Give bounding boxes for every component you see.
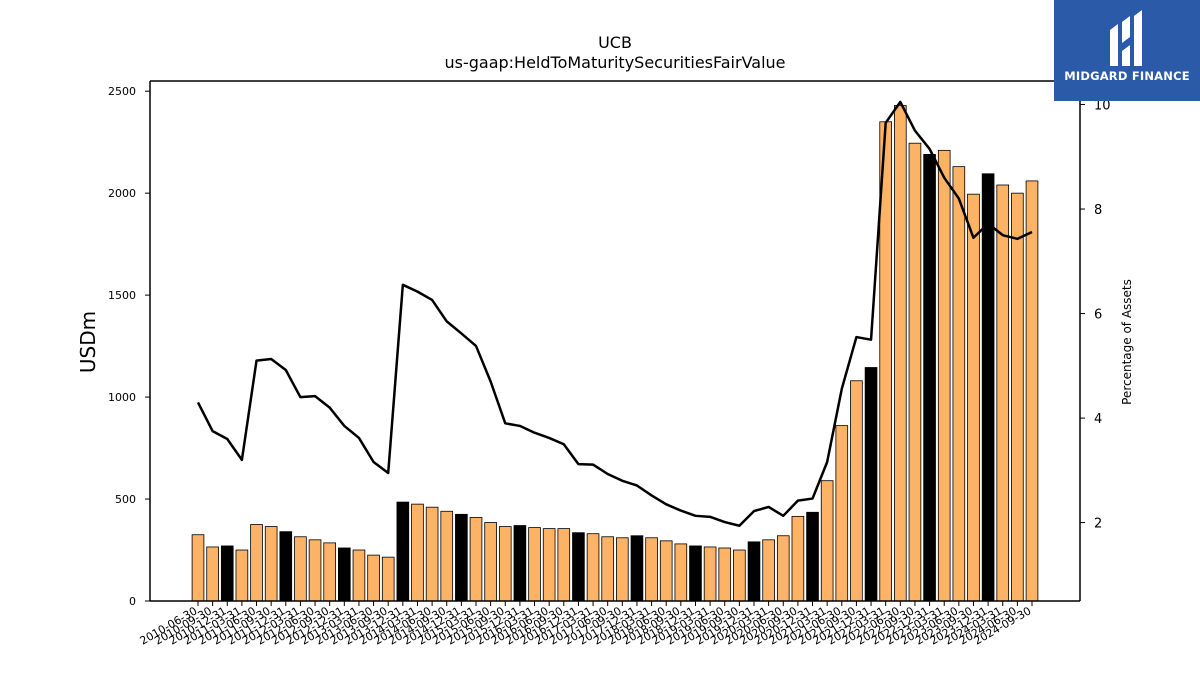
bar	[791, 515, 805, 602]
y-tick-label: 500	[115, 493, 136, 506]
bar	[981, 173, 995, 602]
bar	[294, 536, 307, 602]
bar	[440, 510, 454, 602]
bar	[952, 166, 966, 602]
axes-group	[149, 80, 1081, 602]
y2-tick-label: 6	[1094, 308, 1102, 323]
bar	[703, 546, 717, 602]
y-tick-label: 1000	[108, 391, 136, 404]
brand-logo: MIDGARD FINANCE	[1054, 0, 1200, 101]
bar	[542, 528, 556, 602]
bar	[894, 105, 907, 602]
bar	[557, 528, 571, 602]
bar	[455, 513, 468, 602]
bar	[381, 556, 395, 602]
bar	[572, 532, 585, 602]
bar	[279, 531, 293, 602]
bar	[528, 527, 541, 602]
bar	[484, 522, 497, 602]
bar	[396, 501, 410, 602]
chart-title: UCB	[598, 33, 632, 52]
bar	[762, 539, 775, 602]
bar	[601, 536, 614, 602]
bar	[367, 554, 380, 602]
bar	[733, 549, 746, 602]
x-ticks-group: 2010-06-302010-09-302010-12-312011-03-31…	[138, 601, 1034, 648]
bar	[820, 480, 834, 602]
y2-ticks-group: 2 4 6 8 10	[1080, 99, 1111, 532]
bar	[835, 425, 849, 602]
bar	[352, 549, 366, 602]
bar	[630, 535, 644, 602]
bar	[806, 511, 819, 602]
bar	[1025, 180, 1039, 602]
logo-mark-icon	[1110, 10, 1142, 66]
bar	[645, 537, 658, 602]
bar	[586, 533, 600, 602]
bar	[469, 516, 483, 602]
bars-group	[191, 105, 1039, 602]
y-ticks-group: 0 500 1000 1500 2000 2500	[108, 85, 150, 608]
bar	[513, 525, 527, 602]
bar	[250, 524, 263, 602]
line-group	[196, 100, 1033, 527]
bar	[996, 184, 1010, 602]
bar	[747, 541, 761, 602]
y2-tick-label: 2	[1094, 517, 1102, 532]
y2-tick-label: 8	[1094, 203, 1102, 218]
bar	[776, 535, 790, 602]
bar	[411, 503, 424, 602]
bar	[264, 526, 278, 602]
bar	[674, 543, 688, 602]
bar	[235, 549, 249, 602]
bar	[616, 537, 629, 602]
bar	[338, 547, 351, 602]
bar	[206, 546, 219, 602]
bar	[908, 142, 922, 602]
bar	[1011, 192, 1024, 602]
y-tick-label: 0	[129, 595, 136, 608]
bar	[425, 506, 439, 602]
y2-tick-label: 4	[1094, 412, 1102, 427]
y2-axis-label: Percentage of Assets	[1120, 279, 1134, 405]
bar	[923, 154, 936, 602]
y-tick-label: 1500	[108, 289, 136, 302]
bar	[498, 526, 512, 602]
series-line-percentage-of-assets	[196, 100, 1033, 527]
y-tick-label: 2500	[108, 85, 136, 98]
bar	[718, 547, 732, 602]
bar	[191, 534, 205, 602]
bar	[937, 149, 951, 602]
y-axis-label: USDm	[76, 311, 100, 373]
y-tick-label: 2000	[108, 187, 136, 200]
bar	[967, 193, 980, 602]
bar	[308, 539, 322, 602]
bar	[864, 367, 878, 602]
logo-text: MIDGARD FINANCE	[1064, 69, 1190, 83]
bar	[689, 545, 702, 602]
y2-tick-label: 10	[1094, 99, 1111, 114]
bar	[850, 380, 863, 602]
chart-subtitle: us-gaap:HeldToMaturitySecuritiesFairValu…	[444, 53, 785, 72]
bar	[659, 540, 673, 602]
bar	[323, 542, 336, 602]
bar	[220, 545, 234, 602]
